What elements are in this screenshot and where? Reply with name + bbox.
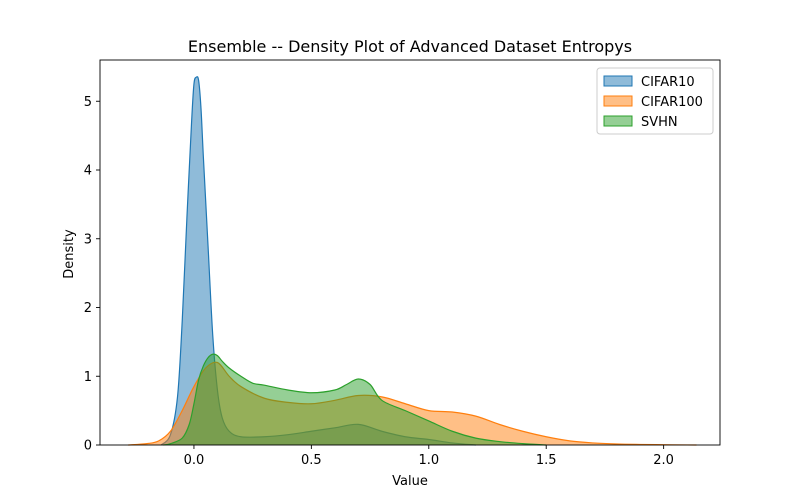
legend-label-svhn: SVHN	[641, 115, 678, 130]
density-area-svhn	[163, 354, 547, 445]
y-tick-label: 5	[84, 95, 92, 110]
legend: CIFAR10 CIFAR100 SVHN	[596, 67, 714, 135]
x-tick-label: 0.0	[184, 453, 205, 468]
x-axis-label: Value	[392, 474, 428, 489]
legend-swatch-cifar10	[603, 75, 633, 87]
y-tick-label: 0	[84, 439, 92, 454]
plot-areas	[128, 76, 697, 446]
y-tick-label: 3	[84, 232, 92, 247]
legend-label-cifar10: CIFAR10	[641, 75, 695, 90]
x-tick-label: 1.0	[418, 453, 439, 468]
x-tick-label: 1.5	[536, 453, 557, 468]
chart-title: Ensemble -- Density Plot of Advanced Dat…	[188, 37, 632, 56]
y-tick-label: 4	[84, 164, 92, 179]
y-axis-label: Density	[62, 229, 77, 279]
plot-frame	[99, 59, 721, 446]
density-line-svhn	[163, 353, 547, 446]
legend-swatch-svhn	[603, 115, 633, 127]
legend-swatch-cifar100	[603, 95, 633, 107]
x-tick-label: 2.0	[653, 453, 674, 468]
axes: 0.0 0.5 1.0 1.5 2.0 0 1 2 3 4 5	[84, 59, 721, 468]
y-tick-label: 2	[84, 301, 92, 316]
y-tick-label: 1	[84, 370, 92, 385]
legend-label-cifar100: CIFAR100	[641, 95, 703, 110]
x-tick-label: 0.5	[301, 453, 322, 468]
